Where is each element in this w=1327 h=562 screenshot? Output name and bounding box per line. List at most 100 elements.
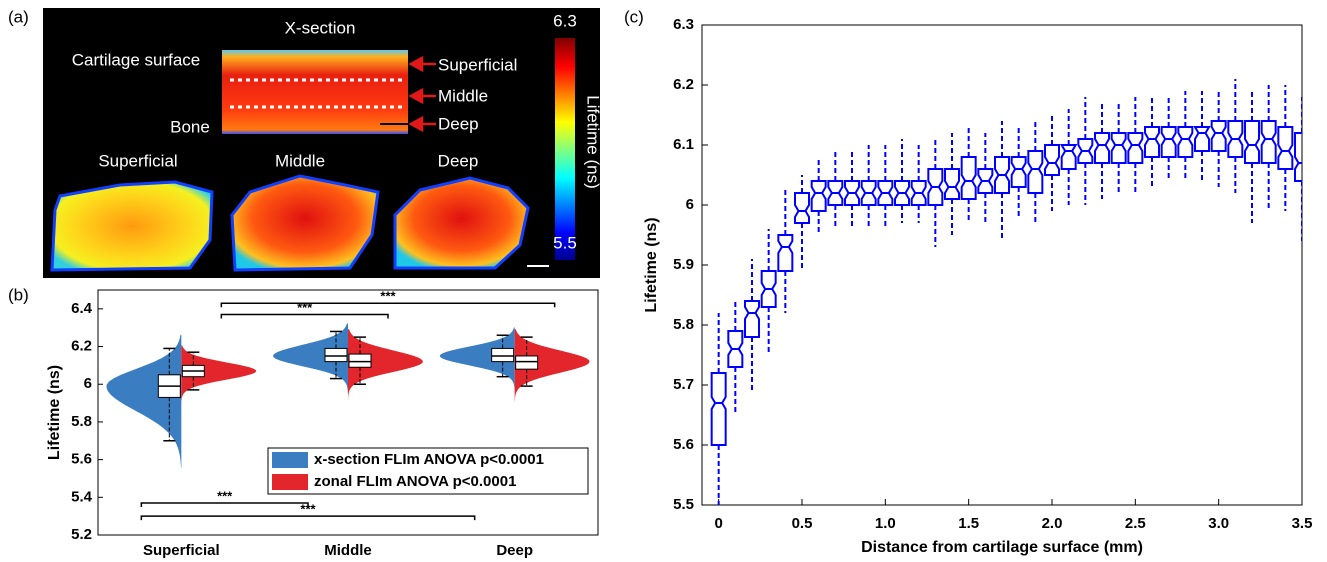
significance-label: *** (380, 289, 396, 304)
y-tick-label: 5.8 (673, 316, 694, 333)
y-tick-label: 5.5 (673, 496, 694, 513)
y-axis-label: Lifetime (ns) (46, 365, 63, 460)
x-tick-label: 3.0 (1208, 515, 1229, 532)
image-title: Deep (438, 151, 479, 170)
violin (514, 329, 590, 402)
superficial-image (50, 180, 214, 272)
x-tick-label: 2.5 (1125, 515, 1146, 532)
x-tick-label: Middle (324, 542, 372, 559)
x-tick-label: 2.0 (1042, 515, 1063, 532)
box (827, 180, 844, 206)
y-tick-label: 6.3 (673, 16, 694, 33)
y-tick-label: 6.4 (71, 300, 93, 317)
x-tick-label: Deep (496, 542, 533, 559)
box (1059, 144, 1078, 170)
box (348, 353, 372, 368)
y-tick-label: 6.1 (673, 136, 694, 153)
box (777, 234, 794, 272)
legend-swatch (272, 452, 308, 468)
y-tick-label: 5.6 (71, 451, 92, 468)
box (1044, 144, 1060, 176)
violin (439, 327, 515, 393)
colorbar-min: 5.5 (553, 233, 577, 252)
box (810, 180, 827, 212)
zone-label: Middle (438, 86, 488, 105)
box (1027, 150, 1044, 194)
box (1277, 126, 1294, 170)
box (1094, 132, 1110, 164)
box (794, 192, 810, 224)
y-tick-label: 6.2 (71, 338, 92, 355)
y-tick-label: 6.2 (673, 76, 694, 93)
x-tick-label: Superficial (143, 542, 220, 559)
panel-label: (a) (8, 7, 29, 26)
y-tick-label: 5.4 (71, 488, 93, 505)
y-tick-label: 6 (84, 375, 92, 392)
box (994, 156, 1010, 194)
box (1077, 138, 1094, 164)
legend-swatch (272, 474, 308, 490)
surface-label: Cartilage surface (72, 50, 201, 69)
box (844, 180, 860, 206)
box (1144, 126, 1160, 158)
colorbar (555, 38, 575, 260)
box (877, 180, 894, 206)
plot-frame (97, 289, 599, 536)
significance-bracket (140, 502, 309, 507)
significance-label: *** (217, 488, 233, 503)
significance-label: *** (300, 502, 316, 517)
significance-bracket (220, 313, 389, 319)
box (324, 347, 348, 363)
legend-label: x-section FLIm ANOVA p<0.0001 (314, 451, 544, 468)
violin (106, 334, 182, 468)
xsection-title: X-section (285, 18, 356, 37)
y-tick-label: 5.6 (673, 436, 694, 453)
zone-label: Superficial (438, 55, 517, 74)
box (960, 156, 977, 200)
box (1010, 156, 1027, 188)
box (927, 168, 944, 206)
y-axis-label: Lifetime (ns) (643, 217, 660, 312)
box (1177, 126, 1194, 158)
box (1210, 120, 1227, 152)
box (910, 180, 927, 206)
box (1110, 132, 1127, 164)
deep-image (393, 176, 530, 270)
box (860, 180, 877, 206)
y-tick-label: 5.2 (71, 526, 92, 543)
box (894, 180, 910, 206)
box (977, 168, 994, 194)
significance-label: *** (297, 300, 313, 315)
box (491, 347, 515, 363)
x-tick-label: 3.5 (1292, 515, 1313, 532)
violin (348, 329, 423, 401)
x-tick-label: 0.5 (792, 515, 813, 532)
y-tick-label: 5.8 (71, 413, 92, 430)
x-tick-label: 1.5 (958, 515, 979, 532)
panel-label: (c) (624, 7, 644, 26)
significance-bracket (140, 515, 476, 521)
x-tick-label: 1.0 (875, 515, 896, 532)
colorbar-max: 6.3 (553, 11, 577, 30)
legend-label: zonal FLIm ANOVA p<0.0001 (314, 473, 516, 490)
legend-box (267, 447, 589, 495)
significance-bracket (220, 302, 556, 308)
y-tick-label: 5.9 (673, 256, 694, 273)
x-tick-label: 0 (714, 515, 722, 532)
box (760, 270, 777, 308)
zone-label: Deep (438, 114, 479, 133)
box (1193, 126, 1211, 152)
box (1127, 132, 1144, 164)
violin (181, 345, 257, 404)
box (727, 330, 744, 368)
image-title: Superficial (98, 151, 177, 170)
y-tick-label: 6 (686, 196, 694, 213)
cross-section-image (222, 50, 408, 134)
box (944, 168, 960, 200)
violin-chart: 5.2 5.4 5.6 5.8 6 6.2 6.4 Superficial Middle Deep… (46, 289, 599, 559)
box (1244, 120, 1260, 164)
x-axis-label: Distance from cartilage surface (mm) (861, 539, 1143, 556)
image-panel: X-section Cartilage surface Bone Superfi… (43, 8, 603, 278)
box (1160, 126, 1177, 158)
violin (273, 323, 348, 395)
